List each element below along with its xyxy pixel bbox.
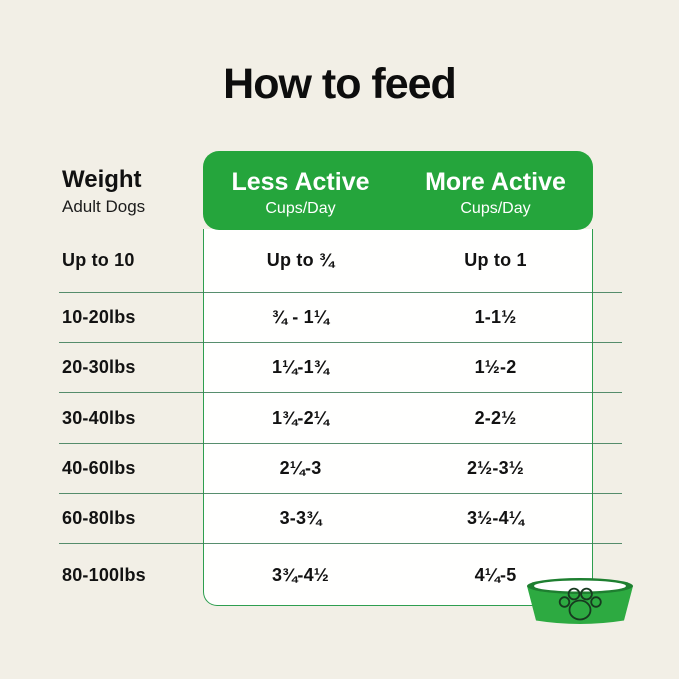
weight-cell: Up to 10 [62, 250, 135, 270]
more-active-cell: 1-1½ [474, 307, 517, 328]
less-active-cell: 1¾-2¼ [271, 407, 330, 428]
more-active-cell: 2-2½ [474, 407, 517, 428]
table-header: Less Active Cups/Day More Active Cups/Da… [203, 151, 593, 230]
more-active-cell: 2½-3½ [466, 457, 525, 478]
table-row: 60-80lbs 3-3¾ 3½-4¼ [59, 494, 622, 545]
weight-cell: 10-20lbs [62, 307, 136, 328]
weight-cell: 20-30lbs [62, 357, 136, 378]
more-active-cell: 3½-4¼ [466, 507, 525, 528]
column-sublabel: Cups/Day [460, 199, 531, 217]
less-active-cell: ¾ - 1¼ [271, 307, 330, 328]
table-row: Up to 10 Up to ¾ Up to 1 [59, 229, 622, 293]
column-header-more-active: More Active Cups/Day [398, 151, 593, 230]
weight-cell: 60-80lbs [62, 507, 136, 528]
weight-sublabel: Adult Dogs [62, 197, 146, 216]
more-active-cell: 4¼-5 [474, 564, 517, 585]
dog-bowl-icon [524, 577, 636, 627]
table-row: 20-30lbs 1¼-1¾ 1½-2 [59, 343, 622, 394]
less-active-cell: 3¾-4½ [271, 564, 330, 585]
column-sublabel: Cups/Day [265, 199, 336, 217]
less-active-cell: Up to ¾ [266, 250, 335, 270]
column-label: More Active [425, 167, 566, 196]
more-active-cell: Up to 1 [464, 250, 527, 270]
less-active-cell: 3-3¾ [279, 507, 322, 528]
weight-cell: 80-100lbs [62, 564, 146, 585]
less-active-cell: 2¼-3 [279, 457, 322, 478]
table-row: 30-40lbs 1¾-2¼ 2-2½ [59, 393, 622, 444]
weight-cell: 40-60lbs [62, 457, 136, 478]
weight-label: Weight [62, 166, 142, 193]
column-label: Less Active [231, 167, 370, 196]
paw-print-icon [558, 587, 602, 621]
weight-column-header: Weight Adult Dogs [62, 166, 145, 217]
table-row: 80-100lbs 3¾-4½ 4¼-5 [59, 544, 622, 606]
feeding-table: Up to 10 Up to ¾ Up to 1 10-20lbs ¾ - 1¼… [59, 229, 622, 606]
table-row: 40-60lbs 2¼-3 2½-3½ [59, 444, 622, 494]
column-header-less-active: Less Active Cups/Day [203, 151, 398, 230]
page-title: How to feed [223, 60, 457, 108]
weight-cell: 30-40lbs [62, 407, 136, 428]
table-row: 10-20lbs ¾ - 1¼ 1-1½ [59, 293, 622, 344]
less-active-cell: 1¼-1¾ [271, 357, 330, 378]
more-active-cell: 1½-2 [474, 357, 517, 378]
